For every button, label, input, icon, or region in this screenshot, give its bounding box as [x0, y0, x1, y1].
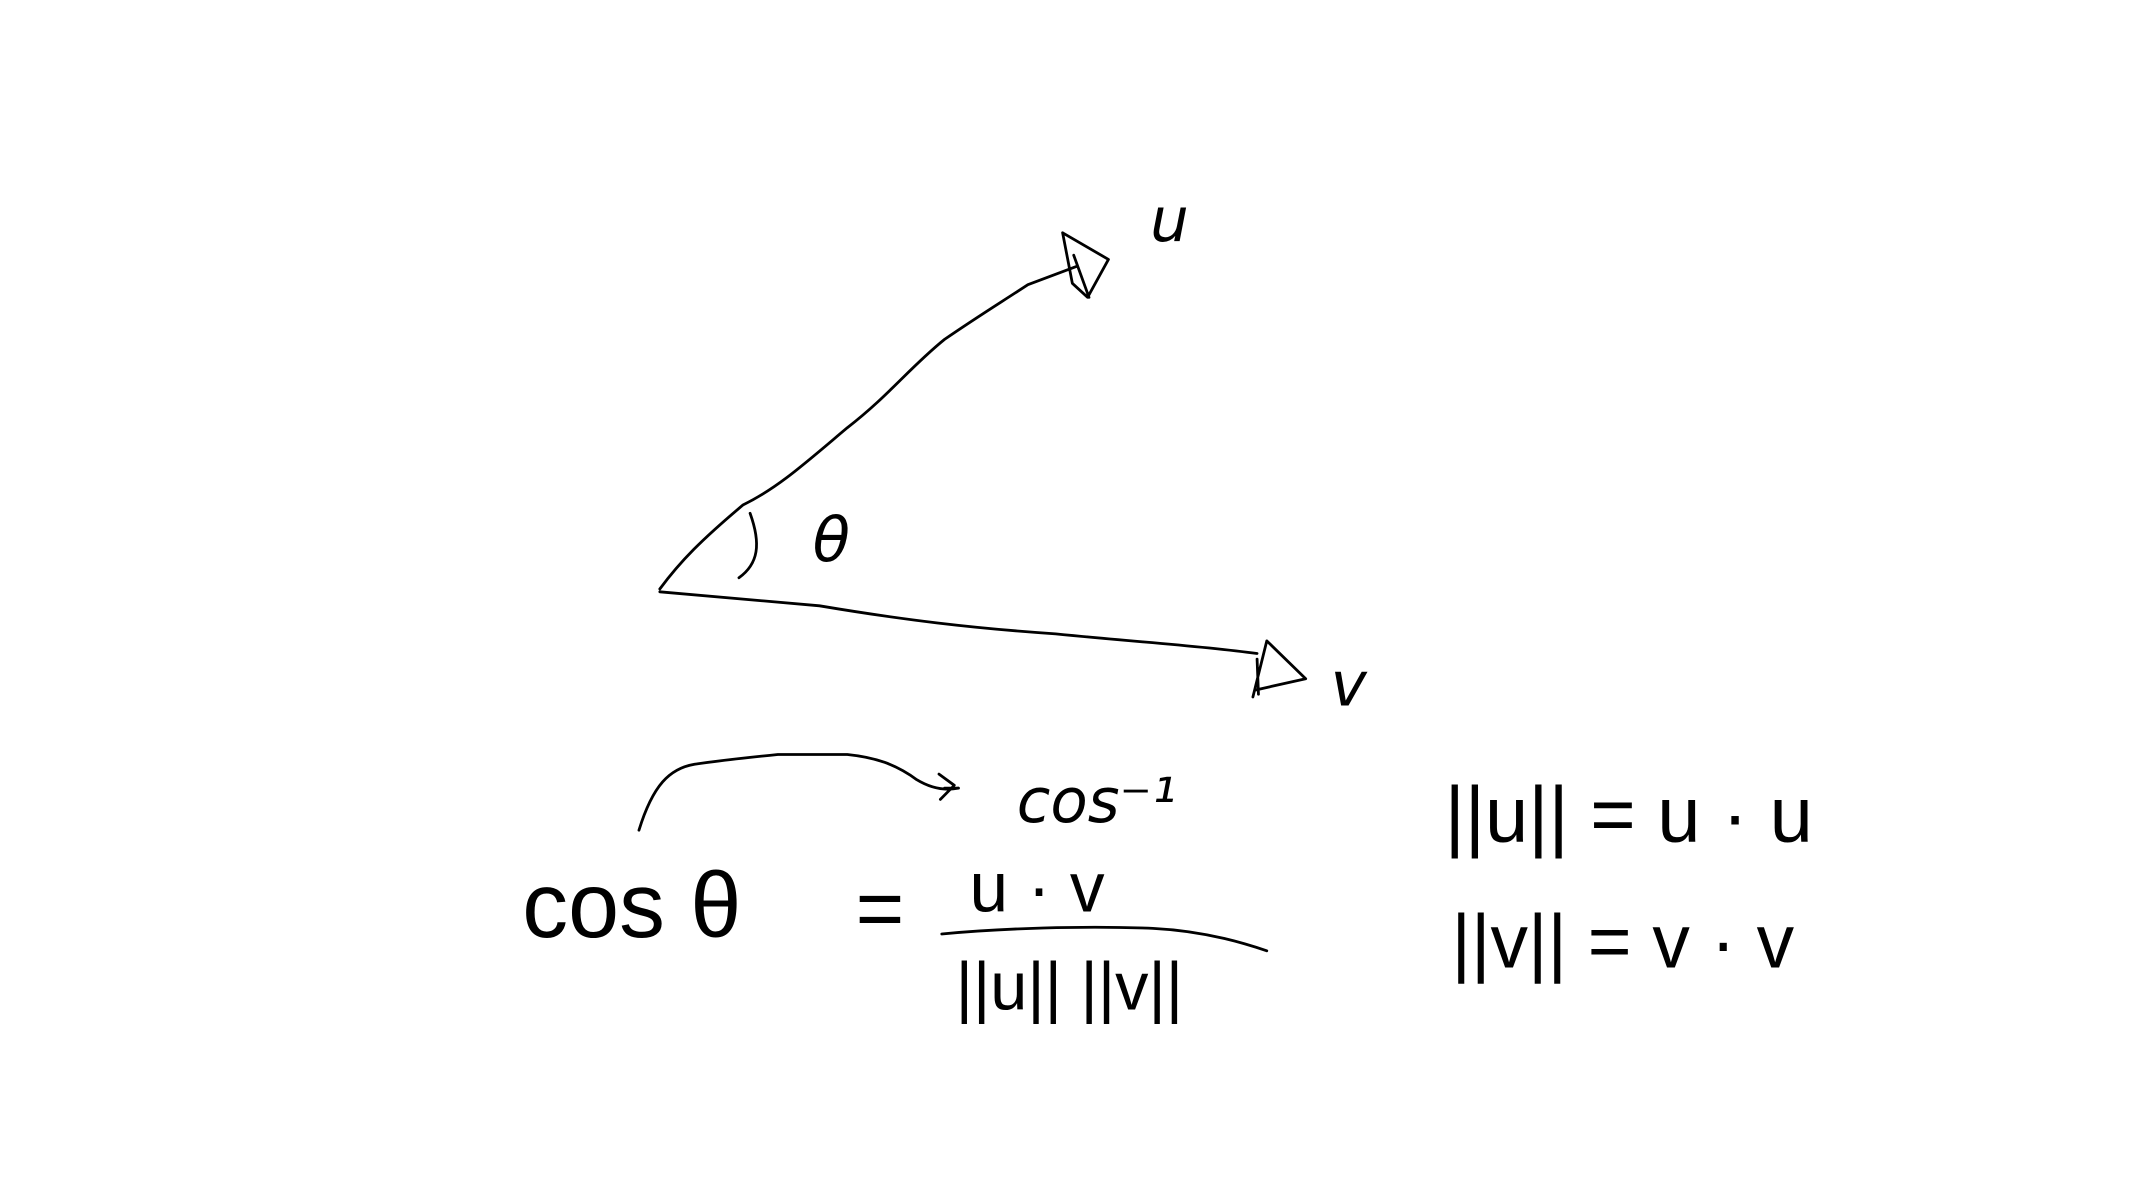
- vector-v-arrowhead: [1251, 639, 1308, 699]
- fraction-bar: [940, 925, 1269, 953]
- vector-u-arrowhead: [1061, 231, 1110, 299]
- norm-v-identity: ||v|| = v · v: [1452, 899, 1795, 983]
- vector-u-shaft: [658, 265, 1078, 591]
- vector-v-label: v: [1331, 649, 1369, 720]
- inverse-arrowhead-icon: [937, 772, 960, 801]
- norm-u-identity: ||u|| = u · u: [1445, 770, 1813, 858]
- vector-u-label: u: [1150, 185, 1189, 256]
- angle-theta-label: θ: [813, 505, 850, 576]
- numerator: u · v: [970, 848, 1105, 926]
- angle-diagram: u v θ: [658, 185, 1369, 720]
- denominator: ||u|| ||v||: [956, 949, 1183, 1024]
- cos-theta-lhs: cos θ: [522, 853, 741, 956]
- vector-v-shaft: [658, 590, 1259, 655]
- angle-arc: [737, 511, 758, 580]
- norm-identities: ||u|| = u · u ||v|| = v · v: [1445, 770, 1813, 984]
- cosine-formula: cos⁻¹ cos θ = u · v ||u|| ||v||: [522, 753, 1269, 1025]
- equals-sign: =: [856, 860, 905, 954]
- inverse-cos-label: cos⁻¹: [1017, 766, 1177, 837]
- inverse-arrow: [637, 753, 960, 832]
